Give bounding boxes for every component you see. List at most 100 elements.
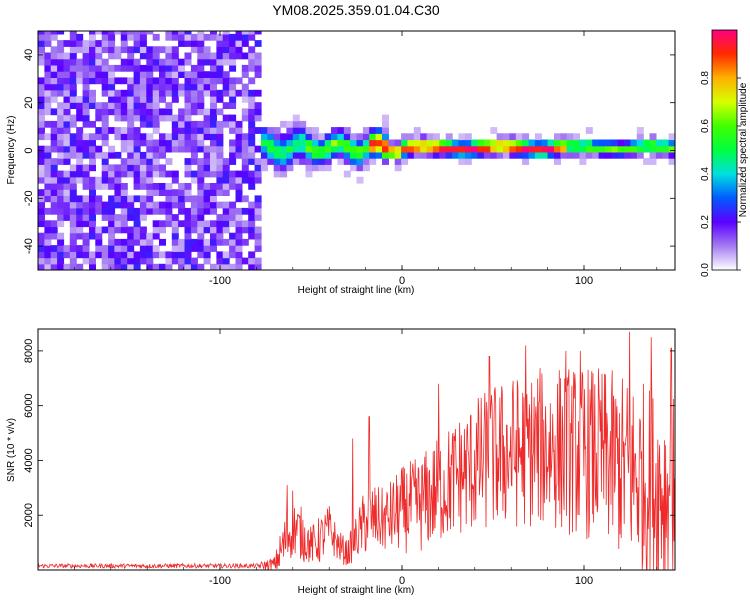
spectrogram-cell bbox=[133, 96, 141, 103]
spectrogram-cell bbox=[108, 31, 116, 35]
spectrogram-cell bbox=[120, 139, 128, 147]
spectrogram-cell bbox=[426, 133, 434, 141]
spectrogram-cell bbox=[254, 71, 262, 78]
spectrogram-cell bbox=[120, 245, 128, 252]
spectrogram-cell bbox=[178, 120, 186, 128]
spectrogram-cell bbox=[50, 71, 58, 78]
spectrogram-cell bbox=[254, 40, 262, 47]
spectrogram-cell bbox=[388, 139, 396, 147]
spectrogram-cell bbox=[127, 31, 135, 35]
spectrogram-cell bbox=[260, 164, 268, 172]
spectrogram-cell bbox=[63, 263, 71, 270]
spectrogram-cell bbox=[38, 238, 45, 246]
spectrogram-cell bbox=[139, 214, 147, 221]
spectrogram-cell bbox=[178, 257, 186, 265]
spectrogram-cell bbox=[203, 201, 211, 209]
spectrogram-cell bbox=[248, 102, 256, 109]
spectrogram-cell bbox=[108, 170, 116, 178]
spectrogram-cell bbox=[133, 170, 141, 178]
spectrogram-cell bbox=[464, 133, 472, 141]
spectrogram-cell bbox=[69, 183, 77, 190]
spectrogram-cell bbox=[522, 151, 530, 159]
spectrogram-cell bbox=[260, 127, 268, 134]
spectrogram-cell bbox=[617, 145, 625, 153]
spectrogram-cell bbox=[197, 189, 205, 196]
spectrogram-cell bbox=[585, 139, 593, 147]
spectrogram-cell bbox=[407, 151, 415, 159]
spectrogram-cell bbox=[203, 207, 211, 215]
spectrogram-cell bbox=[101, 64, 109, 72]
spectrogram-cell bbox=[210, 151, 217, 159]
spectrogram-cell bbox=[216, 52, 224, 60]
spectrogram-cell bbox=[133, 257, 141, 265]
spectrogram-cell bbox=[222, 220, 230, 228]
spectrogram-cell bbox=[76, 195, 84, 203]
spectrogram-cell bbox=[197, 201, 205, 209]
spectrogram-cell bbox=[57, 52, 65, 60]
spectrogram-cell bbox=[382, 133, 389, 141]
spectrogram-cell bbox=[203, 257, 211, 265]
spectrogram-cell bbox=[171, 52, 179, 60]
spectrogram-cell bbox=[44, 189, 52, 196]
spectrogram-cell bbox=[299, 145, 307, 153]
spectrogram-cell bbox=[254, 64, 262, 72]
spectrogram-cell bbox=[241, 139, 249, 147]
spectrogram-cell bbox=[57, 170, 65, 178]
spectrogram-cell bbox=[554, 151, 561, 159]
spectrogram-cell bbox=[356, 151, 364, 159]
spectrogram-cell bbox=[382, 145, 389, 153]
spectrogram-cell bbox=[426, 139, 434, 147]
spectrogram-cell bbox=[152, 232, 160, 240]
spectrogram-cell bbox=[127, 52, 135, 60]
spectrogram-cell bbox=[369, 127, 377, 134]
spectrogram-cell bbox=[38, 114, 45, 122]
snr-x-tick-label: -100 bbox=[209, 575, 231, 587]
spectrogram-cell bbox=[184, 189, 192, 196]
spectrogram-cell bbox=[611, 151, 619, 159]
spectrogram-cell bbox=[477, 151, 485, 159]
spectrogram-cell bbox=[114, 164, 122, 172]
spectrogram-cell bbox=[101, 170, 109, 178]
spectrogram-cell bbox=[318, 145, 326, 153]
spectrogram-cell bbox=[197, 77, 205, 85]
spectrogram-cell bbox=[159, 201, 166, 209]
spectrogram-cell bbox=[439, 139, 447, 147]
spectrogram-cell bbox=[127, 170, 135, 178]
spectrogram-cell bbox=[152, 158, 160, 165]
spectrogram-cell bbox=[76, 226, 84, 234]
spectrogram-cell bbox=[426, 151, 434, 159]
spectrogram-cell bbox=[184, 145, 192, 153]
spectrogram-cell bbox=[120, 114, 128, 122]
spectrogram-cell bbox=[159, 46, 166, 54]
spectrogram-cell bbox=[127, 46, 135, 54]
spectrogram-cell bbox=[324, 158, 332, 165]
spectrogram-cell bbox=[643, 139, 651, 147]
spectrogram-cell bbox=[394, 151, 402, 159]
spectrogram-cell bbox=[203, 58, 211, 66]
spectrogram-cell bbox=[184, 220, 192, 228]
spectrogram-cell bbox=[210, 139, 217, 147]
spectrogram-cell bbox=[171, 257, 179, 265]
spectrogram-cell bbox=[248, 220, 256, 228]
spectrogram-cell bbox=[101, 108, 109, 116]
spectrogram-cell bbox=[229, 120, 237, 128]
spectrogram-cell bbox=[254, 164, 262, 172]
spectrogram-cell bbox=[38, 83, 45, 91]
spectrogram-cell bbox=[57, 189, 65, 196]
spectrogram-cell bbox=[139, 139, 147, 147]
spectrogram-cell bbox=[63, 183, 71, 190]
spectrogram-cell bbox=[203, 120, 211, 128]
spectrogram-cell bbox=[95, 114, 103, 122]
spectrogram-cell bbox=[50, 133, 58, 141]
spectrogram-cell bbox=[541, 145, 549, 153]
spectrogram-cell bbox=[203, 52, 211, 60]
spectrogram-cell bbox=[127, 226, 135, 234]
snr-x-label: Height of straight line (km) bbox=[298, 585, 415, 596]
spectrogram-cell bbox=[222, 33, 230, 41]
spectrogram-cell bbox=[241, 195, 249, 203]
spectrogram-cell bbox=[120, 89, 128, 97]
spectrogram-cell bbox=[146, 257, 154, 265]
spectrogram-cell bbox=[216, 220, 224, 228]
spectrogram-cell bbox=[248, 232, 256, 240]
spectrogram-cell bbox=[579, 139, 587, 147]
